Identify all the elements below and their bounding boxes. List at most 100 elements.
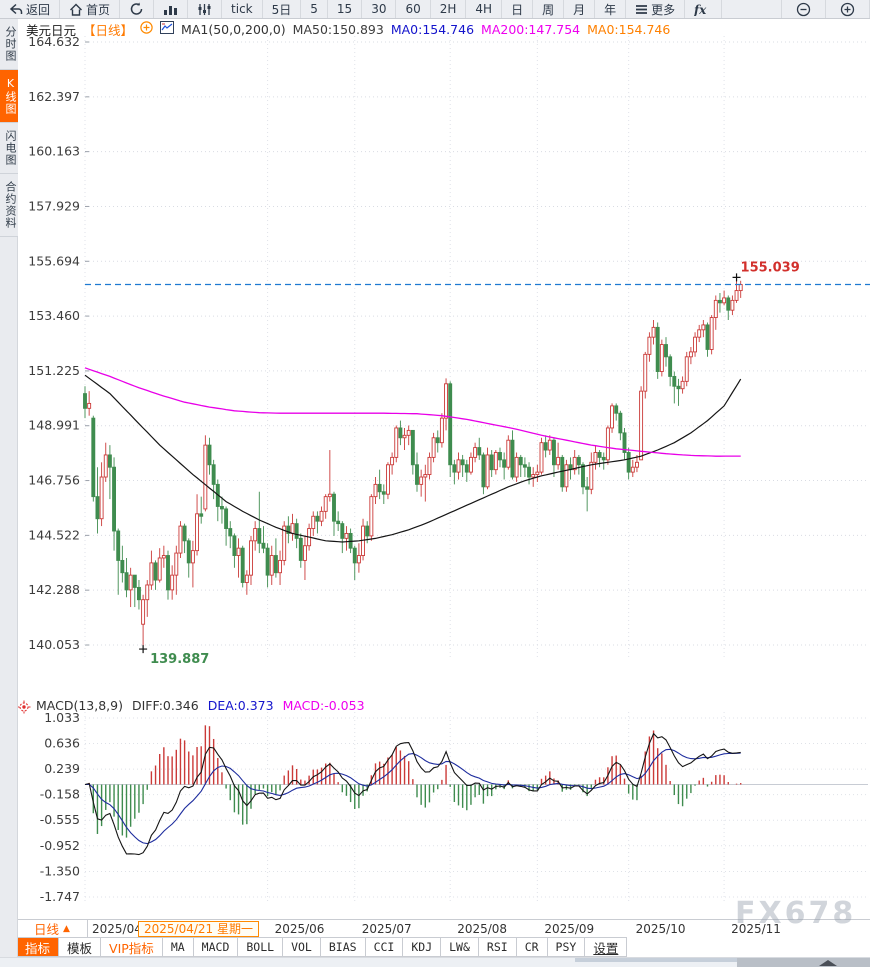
mini-chart-icon[interactable] (160, 21, 175, 37)
indicator-tab-lw[interactable]: LW& (441, 937, 479, 957)
main-chart-header: 美元日元 【日线】 MA1(50,0,200,0) MA50:150.893 M… (26, 21, 671, 38)
svg-text:0.636: 0.636 (44, 736, 80, 751)
indicator-tab-bias[interactable]: BIAS (320, 937, 366, 957)
x-axis-label: 2025/07 (361, 922, 412, 936)
ma0-value-orange: MA0:154.746 (587, 21, 671, 37)
ma-settings: MA1(50,0,200,0) (181, 21, 286, 37)
macd-layer (84, 725, 868, 856)
annotations-layer: 155.039 139.887 (85, 260, 870, 667)
toolbar-label: 更多 (651, 2, 676, 17)
toolbar-label: 返回 (26, 2, 51, 17)
svg-text:139.887: 139.887 (150, 652, 209, 667)
toolbar-button-interval-week[interactable]: 周 (533, 0, 565, 18)
svg-text:153.460: 153.460 (28, 308, 80, 323)
x-axis-label: 2025/11 (731, 922, 781, 936)
zoom-out-icon (796, 2, 811, 17)
indicator-target-icon[interactable] (17, 699, 31, 718)
svg-text:142.288: 142.288 (28, 582, 80, 597)
scrollbar-thumb[interactable] (575, 958, 738, 962)
toolbar-button-interval-15[interactable]: 15 (328, 0, 363, 18)
toolbar-button-indicator-settings[interactable] (188, 0, 223, 18)
svg-text:146.756: 146.756 (28, 473, 80, 488)
toolbar-button-interval-2h[interactable]: 2H (431, 0, 467, 18)
toolbar-button-interval-30[interactable]: 30 (362, 0, 397, 18)
toolbar-label: 60 (405, 2, 421, 16)
toolbar-button-chart-style[interactable] (154, 0, 189, 18)
fx-formula-icon: fx (694, 3, 712, 16)
toolbar-button-back[interactable]: 返回 (0, 0, 61, 18)
svg-text:-0.555: -0.555 (40, 812, 80, 827)
sidebar-tab-lightning-chart[interactable]: 闪电图 (0, 123, 18, 174)
toolbar-button-fx-formula[interactable]: fx (685, 0, 723, 18)
selected-date-label: 2025/04/21 星期一 (138, 921, 259, 937)
toolbar-button-home[interactable]: 首页 (60, 0, 121, 18)
indicator-tab-vol[interactable]: VOL (283, 937, 321, 957)
indicator-tab-cci[interactable]: CCI (365, 937, 404, 957)
toolbar-button-interval-day[interactable]: 日 (502, 0, 534, 18)
axis-labels-layer: 164.632 162.397 160.163 157.929 155.694 153.4… (28, 34, 80, 904)
toolbar-label: 5 (310, 2, 318, 16)
scrollbar-corner-button[interactable] (737, 958, 870, 967)
period-selector-label: 日线 (34, 922, 60, 937)
chart-style-icon (163, 3, 178, 16)
add-circle-icon[interactable] (140, 21, 153, 37)
x-axis-label: 2025/10 (635, 922, 686, 936)
x-axis-label: 2025/04 (92, 922, 142, 936)
svg-text:164.632: 164.632 (28, 34, 80, 49)
svg-text:151.225: 151.225 (28, 363, 80, 378)
chevron-up-icon: ▲ (63, 923, 70, 934)
toolbar-label: 日 (511, 2, 524, 17)
toolbar-button-interval-5[interactable]: 5 (301, 0, 328, 18)
sidebar-tab-contract-info[interactable]: 合约资料 (0, 174, 18, 237)
sidebar-tab-kline-chart[interactable]: K线图 (0, 70, 18, 123)
toolbar-button-zoom-out[interactable] (781, 0, 826, 18)
svg-text:140.053: 140.053 (28, 637, 80, 652)
toolbar-button-interval-tick[interactable]: tick (222, 0, 263, 18)
top-toolbar: 返回 首页 tick 5日 5 15 30 60 2H 4H 日 周 月 年 更多 fx (0, 0, 870, 19)
indicator-tab-settings[interactable]: 设置 (585, 937, 628, 957)
sidebar-tab-time-chart[interactable]: 分时图 (0, 19, 18, 70)
indicator-tab-templates[interactable]: 模板 (59, 937, 102, 957)
x-axis-label: 2025/09 (544, 922, 595, 936)
indicator-tab-psy[interactable]: PSY (547, 937, 586, 957)
chart-type-sidebar: 分时图 K线图 闪电图 合约资料 (0, 19, 18, 957)
ma0-value-blue: MA0:154.746 (390, 21, 475, 37)
toolbar-button-refresh[interactable] (120, 0, 155, 18)
svg-text:144.522: 144.522 (28, 527, 80, 542)
x-axis-row: 日线 ▲ 2025/04/21 星期一 2025/04 2025/06 2025/0… (0, 919, 870, 937)
zoom-in-icon (840, 2, 855, 17)
svg-text:fx: fx (694, 3, 707, 16)
home-icon (69, 3, 83, 16)
toolbar-button-interval-year[interactable]: 年 (595, 0, 627, 18)
indicator-tab-ma[interactable]: MA (162, 937, 194, 957)
toolbar-label: 2H (439, 2, 457, 16)
toolbar-button-more[interactable]: 更多 (626, 0, 686, 18)
indicator-tab-cr[interactable]: CR (516, 937, 548, 957)
indicator-tab-vip-indicators[interactable]: VIP指标 (101, 937, 163, 957)
toolbar-button-interval-4h[interactable]: 4H (466, 0, 503, 18)
ma50-value: MA50:150.893 (292, 21, 384, 37)
svg-text:-1.350: -1.350 (40, 863, 80, 878)
toolbar-label: 4H (475, 2, 493, 16)
indicator-tab-boll[interactable]: BOLL (238, 937, 284, 957)
svg-text:-0.158: -0.158 (40, 787, 80, 802)
toolbar-button-interval-60[interactable]: 60 (396, 0, 431, 18)
indicator-tab-indicators[interactable]: 指标 (16, 937, 60, 957)
x-axis-label: 2025/08 (457, 922, 508, 936)
toolbar-button-zoom-in[interactable] (826, 0, 870, 18)
toolbar-button-interval-5d[interactable]: 5日 (263, 0, 302, 18)
refresh-icon (129, 2, 144, 16)
svg-text:157.929: 157.929 (28, 198, 80, 213)
toolbar-label: 月 (573, 2, 586, 17)
indicator-tab-rsi[interactable]: RSI (478, 937, 517, 957)
svg-text:148.991: 148.991 (28, 418, 80, 433)
indicator-settings-icon (197, 3, 212, 16)
horizontal-scrollbar[interactable] (0, 957, 870, 967)
toolbar-button-interval-month[interactable]: 月 (564, 0, 596, 18)
indicator-tab-kdj[interactable]: KDJ (403, 937, 442, 957)
indicator-tab-macd[interactable]: MACD (193, 937, 239, 957)
period-selector-button[interactable]: 日线 ▲ (16, 920, 88, 937)
toolbar-label: 年 (604, 2, 617, 17)
